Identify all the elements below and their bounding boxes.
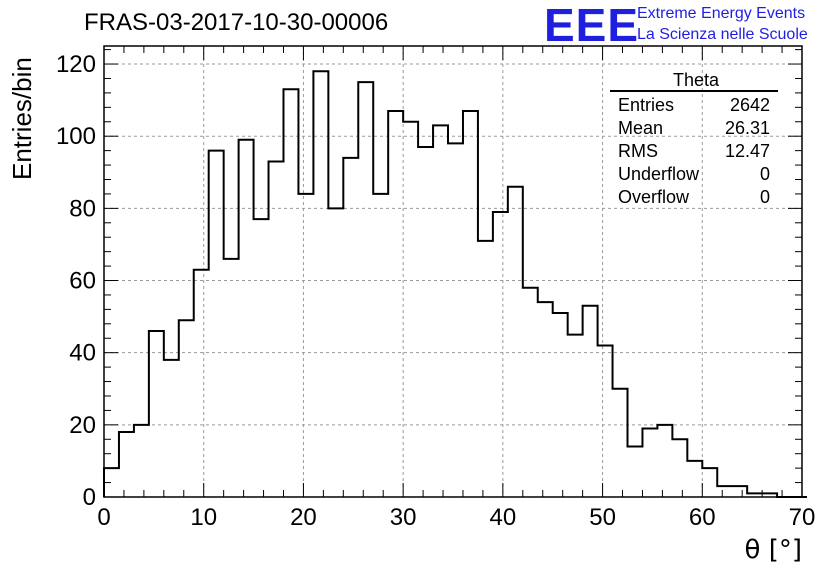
histogram-bin xyxy=(687,461,702,497)
histogram-bin xyxy=(433,125,448,497)
histogram-bin xyxy=(358,82,373,497)
histogram-bin xyxy=(628,446,643,497)
histogram-bin xyxy=(119,432,134,497)
histogram-bin xyxy=(134,425,149,497)
y-tick-label: 20 xyxy=(69,412,96,439)
histogram-bin xyxy=(224,259,239,497)
logo-caption-line1: Extreme Energy Events xyxy=(637,5,806,22)
histogram-bin xyxy=(313,71,328,497)
stats-value: 12.47 xyxy=(724,141,770,161)
histogram-bin xyxy=(418,147,433,497)
stats-label: Underflow xyxy=(618,164,700,184)
stats-row-overflow: Overflow 0 xyxy=(610,186,778,209)
histogram-bin xyxy=(672,439,687,497)
x-tick-label: 40 xyxy=(490,504,517,531)
y-tick-label: 60 xyxy=(69,268,96,295)
histogram-bin xyxy=(254,219,269,497)
x-tick-label: 0 xyxy=(97,504,110,531)
chart-title: FRAS-03-2017-10-30-00006 xyxy=(84,9,389,36)
histogram-bin xyxy=(164,360,179,497)
histogram-bin xyxy=(717,486,732,497)
stats-title: Theta xyxy=(672,70,720,90)
y-tick-label: 100 xyxy=(56,123,96,150)
y-tick-label: 40 xyxy=(69,340,96,367)
stats-value: 26.31 xyxy=(724,118,770,138)
histogram-bin xyxy=(403,122,418,497)
stats-row-rms: RMS 12.47 xyxy=(610,140,778,163)
histogram xyxy=(103,70,807,498)
histogram-bin xyxy=(463,111,478,497)
histogram-bin xyxy=(373,194,388,497)
histogram-bin xyxy=(613,389,628,497)
grid xyxy=(104,46,802,497)
logo-caption-line2: La Scienza nelle Scuole xyxy=(637,26,808,43)
y-tick-label: 80 xyxy=(69,195,96,222)
stats-value: 2642 xyxy=(729,95,770,115)
histogram-bin xyxy=(657,425,672,497)
histogram-bin xyxy=(523,288,538,497)
histogram-bin xyxy=(702,468,717,497)
histogram-bin xyxy=(239,140,254,497)
y-tick-label: 120 xyxy=(56,51,96,78)
histogram-bin xyxy=(732,486,747,497)
stats-value: 0 xyxy=(759,164,770,184)
x-tick-label: 50 xyxy=(589,504,616,531)
histogram-bin xyxy=(179,320,194,497)
histogram-bin xyxy=(149,331,164,497)
histogram-bin xyxy=(493,212,508,497)
stats-divider xyxy=(610,90,778,92)
axis-ticks xyxy=(103,46,803,498)
stats-row-mean: Mean 26.31 xyxy=(610,117,778,140)
y-tick-label: 0 xyxy=(83,484,96,511)
histogram-bin xyxy=(642,428,657,497)
axes-box xyxy=(103,45,803,498)
stats-value: 0 xyxy=(759,187,770,207)
x-tick-label: 10 xyxy=(190,504,217,531)
y-axis-label: Entries/bin xyxy=(7,57,37,180)
tick-labels: 0 10 20 30 40 50 60 70 0 20 40 60 80 100 120 xyxy=(56,51,815,531)
histogram-bin xyxy=(269,161,284,497)
x-tick-label: 30 xyxy=(390,504,417,531)
histogram-bin xyxy=(508,187,523,497)
histogram-bin xyxy=(568,335,583,497)
x-tick-label: 70 xyxy=(789,504,816,531)
stats-label: Overflow xyxy=(618,187,690,207)
plot-frame xyxy=(103,45,803,498)
histogram-bin xyxy=(538,302,553,497)
histogram-bin xyxy=(553,313,568,497)
histogram-outline xyxy=(103,70,807,498)
stats-label: Entries xyxy=(618,95,675,115)
histogram-bin xyxy=(388,111,403,497)
histogram-bin xyxy=(448,143,463,497)
x-axis-label: θ [°] xyxy=(745,535,802,565)
histogram-bin xyxy=(598,345,613,497)
x-tick-label: 60 xyxy=(689,504,716,531)
histogram-bin xyxy=(283,89,298,497)
stats-label: Mean xyxy=(618,118,664,138)
eee-logo-letters: EEE xyxy=(544,0,640,51)
stats-box: Theta Entries 2642 Mean 26.31 RMS 12.47 … xyxy=(610,70,778,209)
histogram-bin xyxy=(478,241,493,497)
histogram-bin xyxy=(328,208,343,497)
stats-row-underflow: Underflow 0 xyxy=(610,163,778,186)
histogram-bin xyxy=(298,194,313,497)
histogram-bin xyxy=(343,158,358,497)
histogram-bin xyxy=(194,270,209,497)
x-tick-label: 20 xyxy=(290,504,317,531)
histogram-bin xyxy=(209,151,224,497)
histogram-bin xyxy=(583,306,598,497)
stats-label: RMS xyxy=(618,141,658,161)
stats-row-entries: Entries 2642 xyxy=(610,94,778,117)
